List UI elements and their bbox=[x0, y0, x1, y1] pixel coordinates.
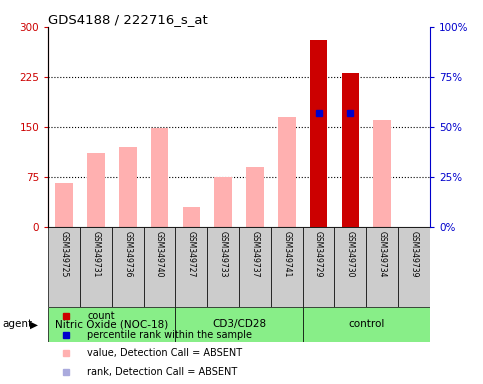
Text: CD3/CD28: CD3/CD28 bbox=[212, 319, 266, 329]
Bar bbox=[144, 227, 175, 307]
Text: value, Detection Call = ABSENT: value, Detection Call = ABSENT bbox=[87, 348, 242, 358]
Bar bbox=[310, 40, 327, 227]
Bar bbox=[48, 307, 175, 342]
Text: GSM349725: GSM349725 bbox=[60, 230, 69, 277]
Bar bbox=[175, 227, 207, 307]
Bar bbox=[335, 227, 366, 307]
Text: control: control bbox=[348, 319, 384, 329]
Bar bbox=[48, 227, 80, 307]
Bar bbox=[112, 227, 144, 307]
Text: GDS4188 / 222716_s_at: GDS4188 / 222716_s_at bbox=[48, 13, 208, 26]
Text: GSM349737: GSM349737 bbox=[251, 230, 259, 277]
Bar bbox=[398, 227, 430, 307]
Bar bbox=[341, 73, 359, 227]
Text: GSM349741: GSM349741 bbox=[282, 230, 291, 277]
Bar bbox=[119, 147, 137, 227]
Text: GSM349730: GSM349730 bbox=[346, 230, 355, 277]
Text: percentile rank within the sample: percentile rank within the sample bbox=[87, 330, 253, 340]
Text: Nitric Oxide (NOC-18): Nitric Oxide (NOC-18) bbox=[55, 319, 169, 329]
Bar bbox=[373, 120, 391, 227]
Bar bbox=[80, 227, 112, 307]
Bar bbox=[303, 307, 430, 342]
Bar bbox=[366, 227, 398, 307]
Text: GSM349731: GSM349731 bbox=[91, 230, 100, 277]
Bar bbox=[175, 307, 303, 342]
Text: GSM349734: GSM349734 bbox=[378, 230, 387, 277]
Bar bbox=[87, 153, 105, 227]
Bar bbox=[214, 177, 232, 227]
Text: GSM349729: GSM349729 bbox=[314, 230, 323, 277]
Text: count: count bbox=[87, 311, 115, 321]
Text: GSM349739: GSM349739 bbox=[410, 230, 418, 277]
Bar bbox=[278, 117, 296, 227]
Text: rank, Detection Call = ABSENT: rank, Detection Call = ABSENT bbox=[87, 367, 238, 377]
Bar bbox=[271, 227, 303, 307]
Text: GSM349736: GSM349736 bbox=[123, 230, 132, 277]
Bar bbox=[246, 167, 264, 227]
Text: GSM349740: GSM349740 bbox=[155, 230, 164, 277]
Bar bbox=[151, 128, 169, 227]
Text: ▶: ▶ bbox=[30, 319, 38, 329]
Bar bbox=[183, 207, 200, 227]
Bar bbox=[207, 227, 239, 307]
Bar bbox=[56, 183, 73, 227]
Text: GSM349733: GSM349733 bbox=[219, 230, 227, 277]
Text: GSM349727: GSM349727 bbox=[187, 230, 196, 277]
Text: agent: agent bbox=[2, 319, 32, 329]
Bar bbox=[303, 227, 335, 307]
Bar bbox=[239, 227, 271, 307]
